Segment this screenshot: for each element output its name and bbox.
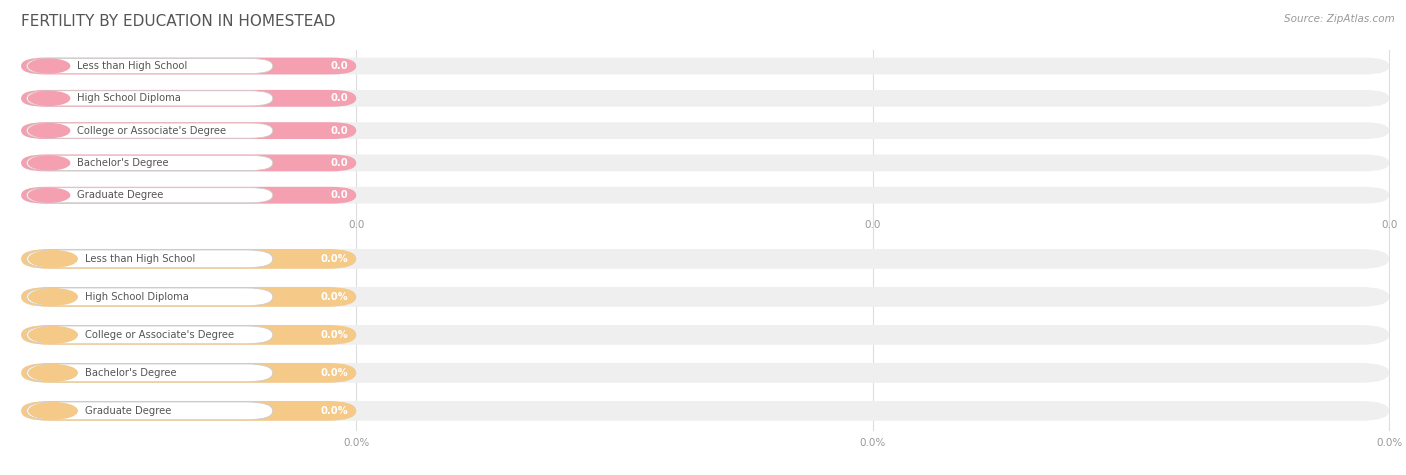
Text: High School Diploma: High School Diploma (77, 93, 181, 104)
Text: College or Associate's Degree: College or Associate's Degree (77, 125, 226, 136)
FancyBboxPatch shape (27, 288, 273, 306)
Text: 0.0%: 0.0% (321, 330, 347, 340)
Circle shape (28, 289, 77, 305)
FancyBboxPatch shape (21, 90, 356, 107)
FancyBboxPatch shape (27, 155, 273, 171)
FancyBboxPatch shape (21, 363, 356, 383)
Circle shape (28, 91, 70, 105)
FancyBboxPatch shape (21, 154, 1389, 171)
FancyBboxPatch shape (21, 154, 356, 171)
Text: 0.0%: 0.0% (343, 438, 370, 448)
Text: 0.0%: 0.0% (321, 292, 347, 302)
FancyBboxPatch shape (27, 250, 273, 268)
Text: Graduate Degree: Graduate Degree (84, 406, 172, 416)
FancyBboxPatch shape (21, 187, 356, 204)
FancyBboxPatch shape (21, 249, 356, 269)
Circle shape (28, 156, 70, 170)
FancyBboxPatch shape (21, 287, 356, 307)
FancyBboxPatch shape (27, 58, 273, 74)
FancyBboxPatch shape (21, 122, 356, 139)
Text: 0.0%: 0.0% (321, 406, 347, 416)
FancyBboxPatch shape (21, 401, 356, 421)
FancyBboxPatch shape (21, 249, 1389, 269)
FancyBboxPatch shape (27, 123, 273, 138)
Text: Graduate Degree: Graduate Degree (77, 190, 163, 200)
FancyBboxPatch shape (27, 326, 273, 344)
Circle shape (28, 188, 70, 202)
Circle shape (28, 327, 77, 343)
FancyBboxPatch shape (27, 188, 273, 203)
Circle shape (28, 365, 77, 381)
FancyBboxPatch shape (21, 401, 1389, 421)
Circle shape (28, 251, 77, 267)
Text: 0.0: 0.0 (1381, 220, 1398, 230)
FancyBboxPatch shape (21, 187, 1389, 204)
Circle shape (28, 124, 70, 138)
Circle shape (28, 403, 77, 419)
Text: Source: ZipAtlas.com: Source: ZipAtlas.com (1284, 14, 1395, 24)
Text: 0.0: 0.0 (330, 93, 347, 104)
Text: 0.0%: 0.0% (859, 438, 886, 448)
FancyBboxPatch shape (27, 402, 273, 420)
Text: 0.0: 0.0 (330, 125, 347, 136)
FancyBboxPatch shape (21, 90, 1389, 107)
FancyBboxPatch shape (21, 122, 1389, 139)
FancyBboxPatch shape (21, 57, 356, 75)
Text: 0.0: 0.0 (349, 220, 364, 230)
Text: 0.0%: 0.0% (321, 368, 347, 378)
FancyBboxPatch shape (21, 57, 1389, 75)
Text: College or Associate's Degree: College or Associate's Degree (84, 330, 235, 340)
Text: 0.0: 0.0 (330, 158, 347, 168)
Text: 0.0: 0.0 (865, 220, 882, 230)
Text: 0.0: 0.0 (330, 190, 347, 200)
Text: 0.0: 0.0 (330, 61, 347, 71)
FancyBboxPatch shape (21, 325, 356, 345)
FancyBboxPatch shape (27, 91, 273, 106)
Text: 0.0%: 0.0% (321, 254, 347, 264)
Text: 0.0%: 0.0% (1376, 438, 1402, 448)
Text: Bachelor's Degree: Bachelor's Degree (84, 368, 177, 378)
Text: Less than High School: Less than High School (84, 254, 195, 264)
Circle shape (28, 59, 70, 73)
FancyBboxPatch shape (27, 364, 273, 382)
Text: High School Diploma: High School Diploma (84, 292, 188, 302)
Text: Bachelor's Degree: Bachelor's Degree (77, 158, 169, 168)
FancyBboxPatch shape (21, 287, 1389, 307)
FancyBboxPatch shape (21, 325, 1389, 345)
Text: FERTILITY BY EDUCATION IN HOMESTEAD: FERTILITY BY EDUCATION IN HOMESTEAD (21, 14, 336, 29)
FancyBboxPatch shape (21, 363, 1389, 383)
Text: Less than High School: Less than High School (77, 61, 187, 71)
